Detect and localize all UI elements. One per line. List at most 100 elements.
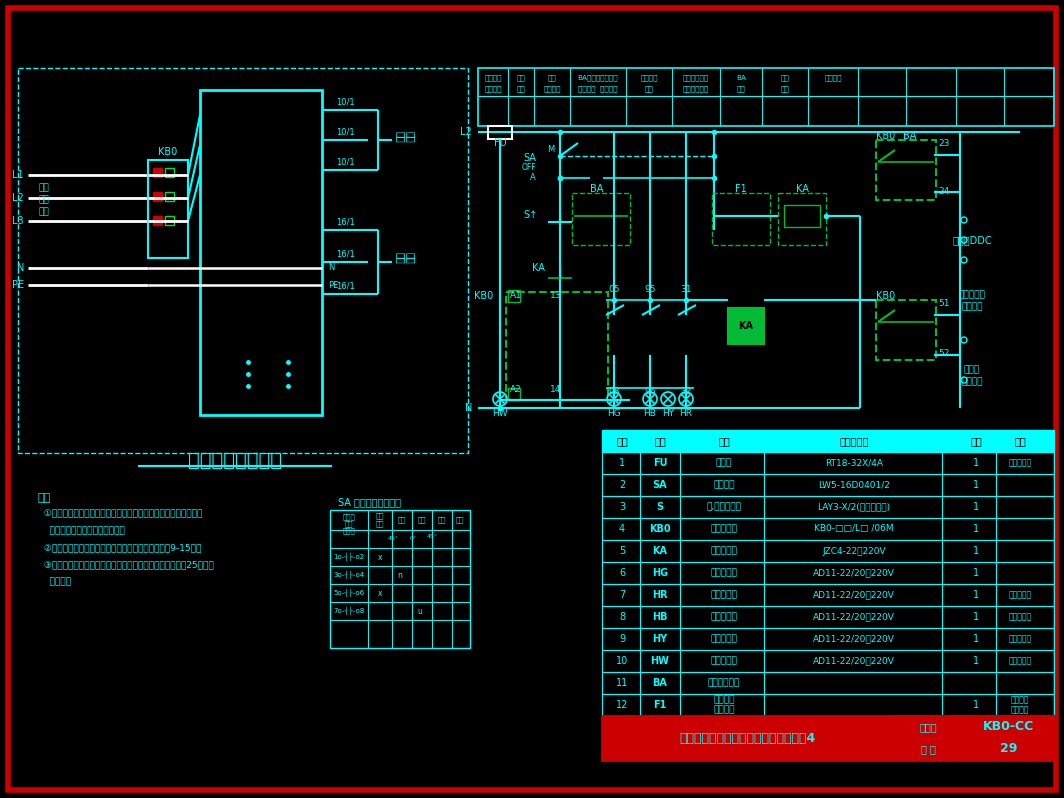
Text: 注：: 注： xyxy=(38,493,51,503)
Text: 5o-┤├-o6: 5o-┤├-o6 xyxy=(333,589,365,597)
Bar xyxy=(602,584,1054,606)
Text: 运行信号  短路故障: 运行信号 短路故障 xyxy=(578,85,618,93)
Text: F1: F1 xyxy=(735,184,747,194)
Text: 1: 1 xyxy=(972,480,979,490)
Bar xyxy=(778,193,826,245)
Text: 进线: 进线 xyxy=(38,207,49,216)
Bar xyxy=(602,694,1054,716)
Text: 7: 7 xyxy=(619,590,626,600)
Text: 转换开关: 转换开关 xyxy=(713,480,735,489)
Text: x: x xyxy=(378,552,382,562)
Text: 照明配电箱电源接通与切断控制电路图4: 照明配电箱电源接通与切断控制电路图4 xyxy=(680,732,816,745)
Text: 95: 95 xyxy=(644,285,655,294)
Text: HB: HB xyxy=(644,409,656,417)
Text: 插座: 插座 xyxy=(395,252,405,264)
Text: 1: 1 xyxy=(972,458,979,468)
Text: 带熔断指示: 带熔断指示 xyxy=(1009,459,1032,468)
Text: 信号: 信号 xyxy=(736,85,746,93)
Text: ①本图适用于就地检修手控和正常工作时由楼宇自动化系统进行远: ①本图适用于就地检修手控和正常工作时由楼宇自动化系统进行远 xyxy=(38,509,202,519)
Text: 信号: 信号 xyxy=(517,85,526,93)
Text: 消防: 消防 xyxy=(376,521,384,527)
Bar xyxy=(876,140,936,200)
Text: 08: 08 xyxy=(609,388,619,397)
Text: 31: 31 xyxy=(680,285,692,294)
Text: A: A xyxy=(530,173,536,183)
Text: 51: 51 xyxy=(938,298,949,307)
Text: 二次电源: 二次电源 xyxy=(484,75,502,81)
Bar xyxy=(602,518,1054,540)
Text: HW: HW xyxy=(650,656,669,666)
Text: 手动: 手动 xyxy=(418,516,427,523)
Text: 符号: 符号 xyxy=(654,436,666,446)
Text: BA控制及报警信号: BA控制及报警信号 xyxy=(578,75,618,81)
Text: L2: L2 xyxy=(461,127,472,137)
Text: 52: 52 xyxy=(938,349,949,358)
Text: N: N xyxy=(328,263,334,272)
Text: LAY3-X/2(二位定位式): LAY3-X/2(二位定位式) xyxy=(817,503,891,512)
Text: 16/1: 16/1 xyxy=(335,250,354,259)
Text: 10/1: 10/1 xyxy=(335,97,354,106)
Text: 用途: 用途 xyxy=(345,521,353,527)
Bar xyxy=(876,300,936,360)
Text: KA: KA xyxy=(738,321,753,331)
Text: 1: 1 xyxy=(972,634,979,644)
Text: 10/1: 10/1 xyxy=(335,157,354,167)
Bar xyxy=(200,90,322,415)
Text: AD11-22/20～220V: AD11-22/20～220V xyxy=(813,591,895,599)
Bar xyxy=(602,562,1054,584)
Bar xyxy=(165,168,174,177)
Bar xyxy=(712,193,770,245)
Text: ②控制保护器的选型由工程设计决定，详见本图集第9-15页。: ②控制保护器的选型由工程设计决定，详见本图集第9-15页。 xyxy=(38,543,201,552)
Bar xyxy=(602,716,1054,760)
Text: 手动: 手动 xyxy=(455,516,464,523)
Text: 10: 10 xyxy=(616,656,628,666)
Text: KA: KA xyxy=(796,184,809,194)
Text: 7o-┤├-o8: 7o-┤├-o8 xyxy=(333,606,365,615)
Text: 12: 12 xyxy=(616,700,628,710)
Text: u: u xyxy=(417,606,422,615)
Text: 1: 1 xyxy=(619,458,625,468)
Text: HR: HR xyxy=(652,590,668,600)
Text: S↑: S↑ xyxy=(523,210,538,220)
Text: KB0-CC: KB0-CC xyxy=(983,721,1034,733)
Text: 接通电源: 接通电源 xyxy=(825,75,842,81)
Text: M: M xyxy=(547,145,554,155)
Text: 蓝色信号灯: 蓝色信号灯 xyxy=(711,613,737,622)
Bar xyxy=(165,192,174,201)
Bar xyxy=(148,160,188,258)
Text: 照明: 照明 xyxy=(38,184,49,192)
Text: 控制保护器: 控制保护器 xyxy=(711,524,737,534)
Text: PE: PE xyxy=(328,281,338,290)
Text: ③当照明回路不需要消防联动切断电源时，详见本图集中第25页控制: ③当照明回路不需要消防联动切断电源时，详见本图集中第25页控制 xyxy=(38,560,214,570)
Bar xyxy=(18,68,468,453)
Text: RT18-32X/4A: RT18-32X/4A xyxy=(825,459,883,468)
Text: 消防联动
常开触点: 消防联动 常开触点 xyxy=(713,695,735,715)
Text: 11: 11 xyxy=(616,678,628,688)
Text: N: N xyxy=(17,263,24,273)
Text: 切断: 切断 xyxy=(398,516,406,523)
Text: 按需要增减: 按需要增减 xyxy=(1009,591,1032,599)
Text: 96: 96 xyxy=(644,388,655,397)
Text: 控制: 控制 xyxy=(781,75,789,81)
Text: 接地: 接地 xyxy=(548,75,556,81)
Text: PE: PE xyxy=(12,280,24,290)
Text: FU: FU xyxy=(494,138,506,148)
Bar xyxy=(602,430,1054,452)
Text: BA: BA xyxy=(903,131,917,141)
Text: 4: 4 xyxy=(619,524,625,534)
Bar xyxy=(488,126,512,139)
Text: 信号: 信号 xyxy=(781,85,789,93)
Text: 备注: 备注 xyxy=(1014,436,1026,446)
Text: SA 转换开关接点图表: SA 转换开关接点图表 xyxy=(338,497,401,507)
Text: HY: HY xyxy=(662,409,675,417)
Text: 5: 5 xyxy=(619,546,626,556)
Bar xyxy=(784,205,820,227)
Text: 按需要增减: 按需要增减 xyxy=(1009,657,1032,666)
Text: 电源: 电源 xyxy=(38,196,49,204)
Text: 2: 2 xyxy=(619,480,626,490)
Text: 白色信号灯: 白色信号灯 xyxy=(711,657,737,666)
Bar xyxy=(478,68,1054,126)
Text: 接自消防
联动模块: 接自消防 联动模块 xyxy=(1011,695,1029,715)
Text: F1: F1 xyxy=(653,700,667,710)
Text: 出线: 出线 xyxy=(405,131,415,143)
